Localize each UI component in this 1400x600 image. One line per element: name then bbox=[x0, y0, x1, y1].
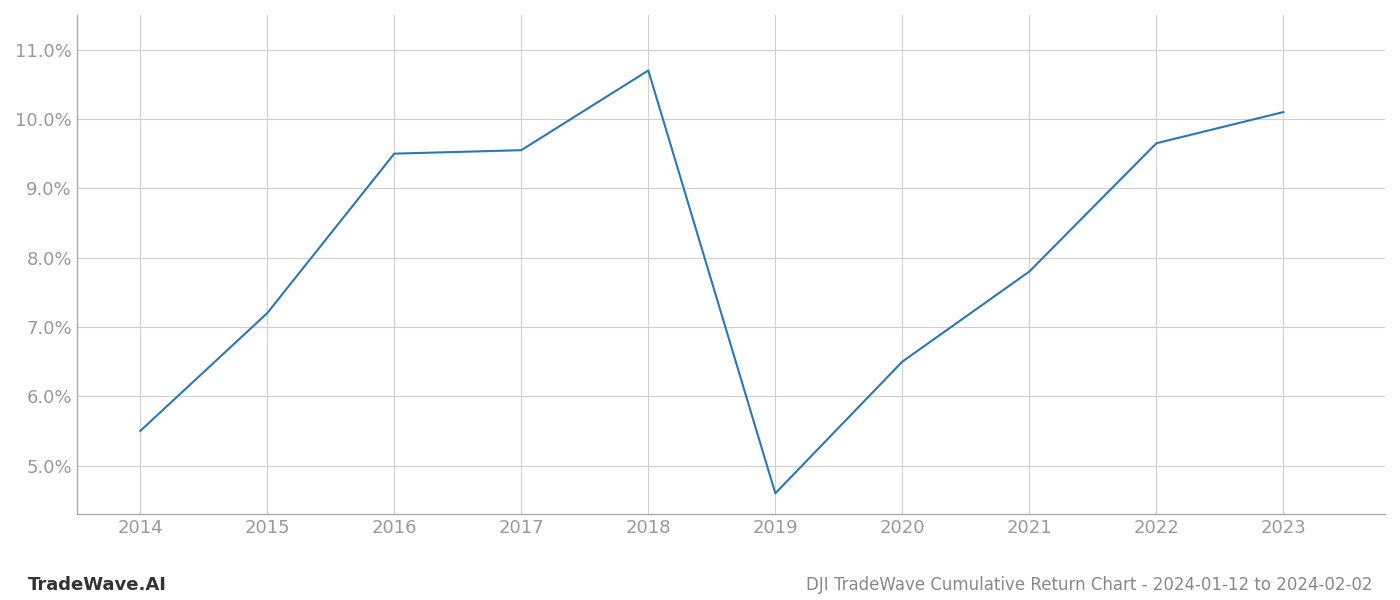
Text: TradeWave.AI: TradeWave.AI bbox=[28, 576, 167, 594]
Text: DJI TradeWave Cumulative Return Chart - 2024-01-12 to 2024-02-02: DJI TradeWave Cumulative Return Chart - … bbox=[805, 576, 1372, 594]
